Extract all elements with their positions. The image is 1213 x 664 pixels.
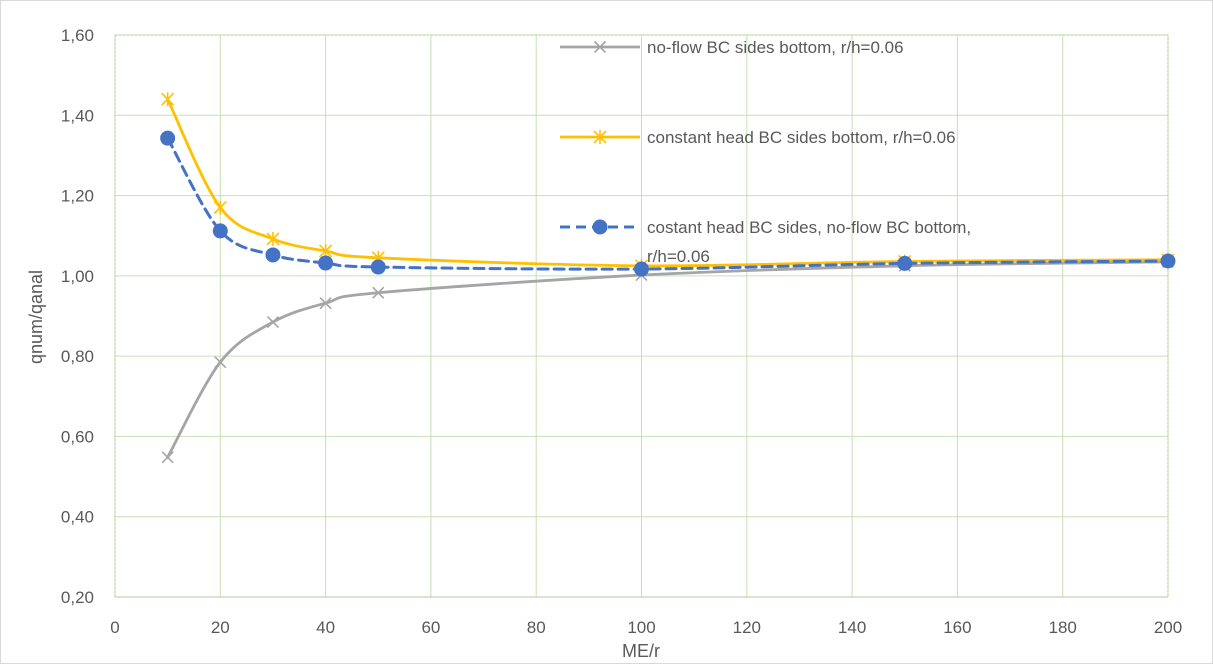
legend: no-flow BC sides bottom, r/h=0.06 constan… [560,38,971,266]
x-tick-label: 160 [943,618,971,637]
series-3-point [1160,253,1176,269]
x-tick-label: 0 [110,618,119,637]
series-1-point [319,297,332,310]
x-tick-label: 40 [316,618,335,637]
series-1-point [214,356,227,369]
legend-entry-2: constant head BC sides bottom, r/h=0.06 [560,128,956,147]
legend-entry-3: costant head BC sides, no-flow BC bottom… [560,218,971,266]
legend-marker [592,219,608,235]
x-tick-label: 20 [211,618,230,637]
series-2-line [166,97,1170,268]
legend-marker [593,130,607,144]
series-3-point [212,223,228,239]
series-1-line [166,260,1170,459]
x-tick-label: 120 [733,618,761,637]
y-tick-label: 1,60 [61,26,94,45]
x-tick-label: 200 [1154,618,1182,637]
series-2-point [266,231,280,246]
x-tick-label: 60 [421,618,440,637]
y-tick-label: 0,80 [61,347,94,366]
x-tick-label: 180 [1049,618,1077,637]
series-3-line [166,136,1170,271]
legend-label: r/h=0.06 [647,247,710,266]
x-tick-label: 80 [527,618,546,637]
legend-entry-1: no-flow BC sides bottom, r/h=0.06 [560,38,904,57]
legend-label: constant head BC sides bottom, r/h=0.06 [647,128,956,147]
series-3-point [370,259,386,275]
y-tick-labels: 0,20 0,40 0,60 0,80 1,00 1,20 1,40 1,60 [61,26,94,607]
gridlines [114,34,1169,598]
x-tick-labels: 0 20 40 60 80 100 120 140 160 180 200 [110,618,1182,637]
legend-label: costant head BC sides, no-flow BC bottom… [647,218,971,237]
series-3-point [897,255,913,271]
series-layer [160,92,1176,464]
series-2-point [161,92,175,107]
series-3-point [265,247,281,263]
y-tick-label: 0,60 [61,427,94,446]
series-1-point [266,315,280,329]
y-axis-title: qnum/qanal [26,270,46,364]
x-tick-label: 100 [627,618,655,637]
legend-marker [593,40,607,54]
series-3-point [160,130,176,146]
legend-label: no-flow BC sides bottom, r/h=0.06 [647,38,904,57]
y-tick-label: 1,20 [61,187,94,206]
series-1-point [372,286,385,299]
x-axis-title: ME/r [622,641,660,661]
y-tick-label: 1,40 [61,106,94,125]
x-tick-label: 140 [838,618,866,637]
series-2-point [213,200,227,215]
series-3-point [634,261,649,277]
y-tick-label: 0,20 [61,588,94,607]
y-tick-label: 1,00 [61,267,94,286]
plot-area-border [114,34,1169,598]
y-tick-label: 0,40 [61,508,94,527]
series-3 [160,130,1176,277]
series-3-point [318,255,334,271]
series-1-point [161,451,174,464]
series-1 [161,255,1175,464]
